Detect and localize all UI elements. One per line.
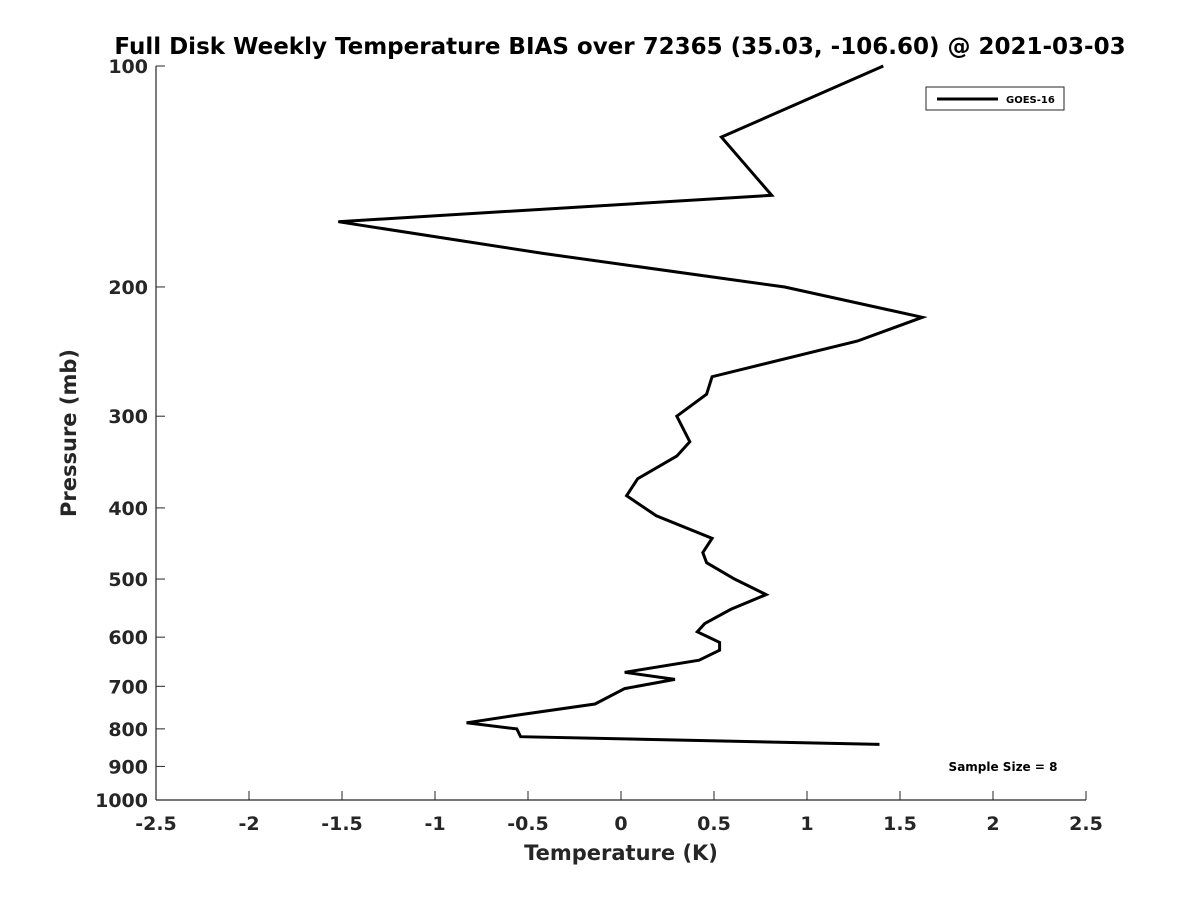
- y-tick-label: 800: [108, 719, 148, 741]
- x-tick-label: -2.5: [135, 813, 177, 835]
- y-tick-label: 700: [108, 676, 148, 698]
- y-tick-label: 100: [108, 56, 148, 78]
- x-tick-label: -2: [238, 813, 259, 835]
- y-axis-label: Pressure (mb): [57, 349, 81, 517]
- y-axis-ticks: 100 200 300 400 500 600 700 800 900 1000: [95, 56, 165, 812]
- x-tick-label: -1: [424, 813, 445, 835]
- y-tick-label: 300: [108, 406, 148, 428]
- x-tick-label: 1.5: [883, 813, 917, 835]
- x-axis-label: Temperature (K): [524, 841, 718, 865]
- y-tick-label: 400: [108, 498, 148, 520]
- legend-label: GOES-16: [1006, 95, 1055, 106]
- chart-title: Full Disk Weekly Temperature BIAS over 7…: [114, 34, 1125, 60]
- y-tick-label: 500: [108, 569, 148, 591]
- y-tick-label: 900: [108, 756, 148, 778]
- y-tick-label: 1000: [95, 790, 148, 812]
- y-tick-label: 200: [108, 277, 148, 299]
- sample-size-annotation: Sample Size = 8: [949, 760, 1058, 774]
- y-tick-label: 600: [108, 627, 148, 649]
- x-tick-label: -1.5: [321, 813, 363, 835]
- x-tick-label: 0: [614, 813, 627, 835]
- x-tick-label: 1: [800, 813, 813, 835]
- series-line-goes-16: [338, 64, 928, 746]
- x-tick-label: 0.5: [697, 813, 731, 835]
- x-tick-label: 2.5: [1069, 813, 1103, 835]
- x-tick-label: -0.5: [507, 813, 549, 835]
- legend: GOES-16: [925, 86, 1065, 111]
- x-axis-ticks: -2.5 -2 -1.5 -1 -0.5 0 0.5 1 1.5 2 2.5: [135, 791, 1103, 835]
- series-layer: [338, 64, 928, 746]
- x-tick-label: 2: [986, 813, 999, 835]
